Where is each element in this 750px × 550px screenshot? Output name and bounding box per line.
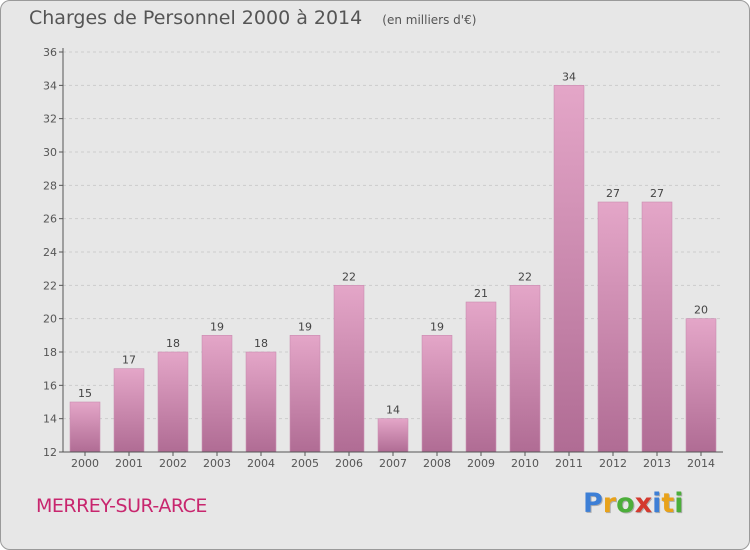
bar-value-label: 17 [122,354,136,367]
x-tick-label: 2003 [203,457,231,470]
logo-letter: t [661,488,675,519]
x-tick-label: 2013 [643,457,671,470]
bar-value-label: 34 [562,70,576,83]
y-tick-label: 16 [43,379,57,392]
x-tick-label: 2012 [599,457,627,470]
bar [113,368,145,453]
bar-value-label: 18 [254,337,268,350]
bar [157,351,189,453]
bar [289,335,321,453]
x-tick-label: 2000 [71,457,99,470]
bar [333,285,365,453]
bar-value-label: 19 [298,320,312,333]
chart-title: Charges de Personnel 2000 à 2014 (en mil… [29,7,476,29]
bar-value-label: 14 [386,404,400,417]
logo-letter: r [602,488,617,519]
commune-name: MERREY-SUR-ARCE [36,495,207,517]
bar-value-label: 27 [606,187,620,200]
bar [465,301,497,453]
logo-letter: i [674,488,684,519]
y-tick-label: 18 [43,346,57,359]
x-tick-label: 2014 [687,457,715,470]
logo-letter: x [634,488,653,519]
bars: 15 17 18 19 18 19 22 14 19 21 22 34 27 27 20 [69,70,717,453]
x-tick-label: 2009 [467,457,495,470]
bar-value-label: 27 [650,187,664,200]
y-tick-label: 22 [43,279,57,292]
bar-value-label: 18 [166,337,180,350]
x-tick-label: 2001 [115,457,143,470]
y-tick-label: 20 [43,313,57,326]
y-tick-label: 26 [43,213,57,226]
x-tick-label: 2011 [555,457,583,470]
chart-title-text: Charges de Personnel 2000 à 2014 [29,7,363,29]
x-tick-label: 2007 [379,457,407,470]
bar [421,335,453,453]
x-tick-label: 2010 [511,457,539,470]
bar [69,401,101,453]
logo-letter: P [583,488,603,519]
bar-value-label: 19 [210,320,224,333]
y-tick-label: 14 [43,413,57,426]
bar-value-label: 15 [78,387,92,400]
x-tick-label: 2008 [423,457,451,470]
y-tick-label: 32 [43,113,57,126]
bar [245,351,277,453]
bar [641,201,673,453]
y-tick-label: 30 [43,146,57,159]
x-tick-label: 2006 [335,457,363,470]
y-tick-label: 24 [43,246,57,259]
bar [377,418,409,453]
bar [685,318,717,453]
y-tick-label: 36 [43,46,57,59]
y-tick-label: 34 [43,79,57,92]
bar [509,285,541,453]
bar [597,201,629,453]
chart-subtitle: (en milliers d'€) [382,13,477,27]
x-tick-label: 2002 [159,457,187,470]
logo-letter: i [652,488,662,519]
proxiti-logo: Proxiti [583,488,684,519]
bar-value-label: 21 [474,287,488,300]
y-tick-label: 12 [43,446,57,459]
bar-value-label: 19 [430,320,444,333]
bar-value-label: 20 [694,304,708,317]
bar-value-label: 22 [518,270,532,283]
x-tick-label: 2005 [291,457,319,470]
x-tick-label: 2004 [247,457,275,470]
bar [201,335,233,453]
axes: 12 14 16 18 20 22 24 26 28 30 32 34 36 2000 2001 2002 20… [43,46,723,470]
bar [553,85,585,453]
bar-value-label: 22 [342,270,356,283]
y-tick-label: 28 [43,179,57,192]
logo-letter: o [616,488,635,519]
